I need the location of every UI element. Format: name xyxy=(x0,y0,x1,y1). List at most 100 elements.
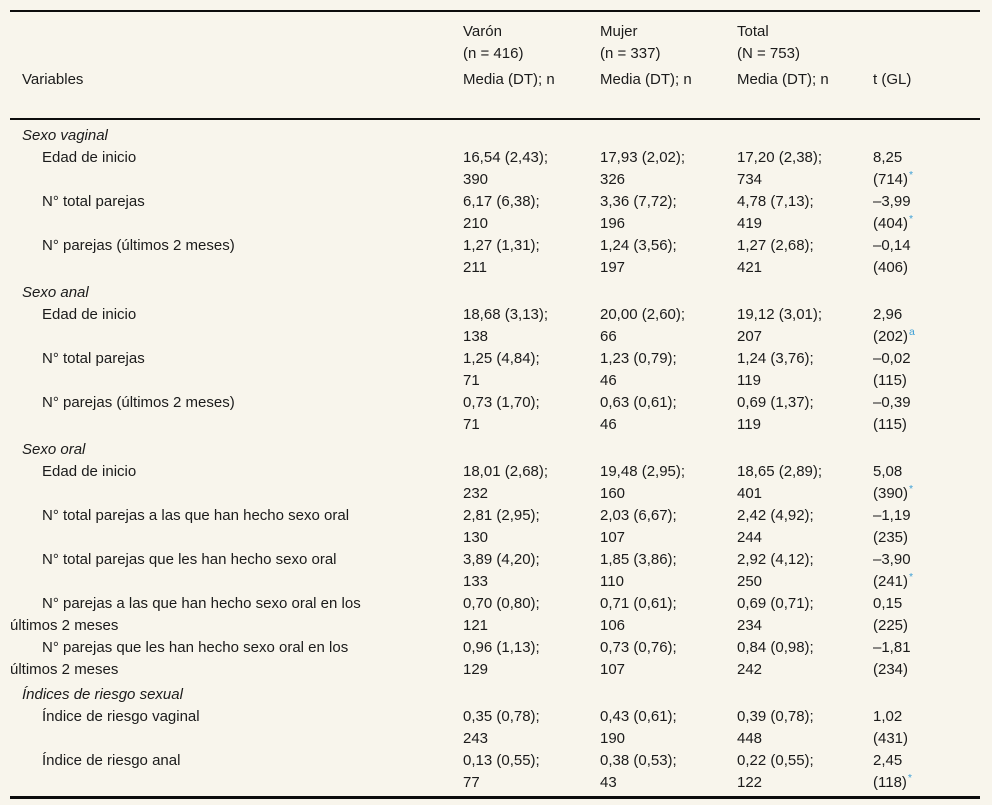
cell-mujer: 1,23 (0,79); 46 xyxy=(600,350,677,389)
table-body: Sexo vaginal Edad de inicio 16,54 (2,43); … xyxy=(10,120,980,796)
statistics-table: Variables Varón (n = 416) Media (DT); n … xyxy=(10,0,980,799)
table-row: N° total parejas 1,25 (4,84); 71 1,23 (0,7… xyxy=(10,348,980,392)
cell-total: 0,69 (0,71); 234 xyxy=(737,595,814,634)
group-name: Mujer xyxy=(600,22,638,40)
cell-mujer: 2,03 (6,67); 107 xyxy=(600,507,677,546)
variable-label: N° total parejas que les han hecho sexo … xyxy=(42,551,337,568)
cell-total: 0,39 (0,78); 448 xyxy=(737,708,814,747)
variable-label: Edad de inicio xyxy=(42,463,137,480)
cell-t-gl: –3,90 (241)* xyxy=(873,549,980,593)
cell-mujer: 0,43 (0,61); 190 xyxy=(600,708,677,747)
group-name: Varón xyxy=(463,22,502,40)
table-top-rule xyxy=(10,10,980,12)
variable-label: N° parejas que les han hecho sexo oral e… xyxy=(10,639,349,678)
cell-t-gl: –0,39 (115) xyxy=(873,392,980,436)
cell-varon: 0,73 (1,70); 71 xyxy=(463,394,540,433)
cell-varon: 6,17 (6,38); 210 xyxy=(463,193,540,232)
group-n: (N = 753) xyxy=(737,44,800,62)
cell-mujer: 0,71 (0,61); 106 xyxy=(600,595,677,634)
t-df: (225) xyxy=(873,617,909,634)
header-variables: Variables xyxy=(22,70,84,88)
group-n: (n = 337) xyxy=(600,44,661,62)
footnote-mark[interactable]: * xyxy=(909,213,914,225)
cell-total: 0,22 (0,55); 122 xyxy=(737,752,814,791)
t-df: (118) xyxy=(873,774,907,791)
table-row: Edad de inicio 16,54 (2,43); 390 17,93 (2,… xyxy=(10,147,980,191)
header-group-total: Total (N = 753) Media (DT); n xyxy=(737,21,873,118)
table-row: N° parejas a las que han hecho sexo oral… xyxy=(10,593,980,637)
table-row: Índice de riesgo anal 0,13 (0,55); 77 0,38… xyxy=(10,750,980,794)
table-row: N° parejas que les han hecho sexo oral e… xyxy=(10,637,980,681)
cell-mujer: 0,38 (0,53); 43 xyxy=(600,752,677,791)
cell-varon: 0,70 (0,80); 121 xyxy=(463,595,540,634)
t-value: –3,90 xyxy=(873,551,911,568)
table-row: N° total parejas que les han hecho sexo … xyxy=(10,549,980,593)
t-value: –3,99 xyxy=(873,193,911,210)
t-df: (404) xyxy=(873,215,909,232)
cell-varon: 0,35 (0,78); 243 xyxy=(463,708,540,747)
table-row: Índice de riesgo vaginal 0,35 (0,78); 243… xyxy=(10,706,980,750)
cell-total: 0,84 (0,98); 242 xyxy=(737,639,814,678)
t-df: (390) xyxy=(873,485,909,502)
t-value: 2,45 xyxy=(873,752,903,769)
cell-varon: 18,01 (2,68); 232 xyxy=(463,463,549,502)
cell-total: 0,69 (1,37); 119 xyxy=(737,394,814,433)
header-group-mujer: Mujer (n = 337) Media (DT); n xyxy=(600,21,737,118)
cell-total: 2,92 (4,12); 250 xyxy=(737,551,814,590)
cell-varon: 0,13 (0,55); 77 xyxy=(463,752,540,791)
t-df: (431) xyxy=(873,730,909,747)
group-name: Total xyxy=(737,22,769,40)
table-section-row: Sexo oral xyxy=(10,436,980,461)
cell-mujer: 0,73 (0,76); 107 xyxy=(600,639,677,678)
variable-label: N° total parejas xyxy=(42,193,145,210)
cell-varon: 0,96 (1,13); 129 xyxy=(463,639,540,678)
table-section-row: Sexo vaginal xyxy=(10,122,980,147)
cell-varon: 1,27 (1,31); 211 xyxy=(463,237,540,276)
variable-label: Edad de inicio xyxy=(42,306,137,323)
t-value: 5,08 xyxy=(873,463,903,480)
table-row: Edad de inicio 18,01 (2,68); 232 19,48 (2,… xyxy=(10,461,980,505)
footnote-mark[interactable]: * xyxy=(909,483,914,495)
cell-total: 4,78 (7,13); 419 xyxy=(737,193,814,232)
t-value: –1,81 xyxy=(873,639,911,656)
footnote-mark[interactable]: a xyxy=(909,326,915,338)
cell-t-gl: –0,02 (115) xyxy=(873,348,980,392)
t-df: (714) xyxy=(873,171,909,188)
t-value: –0,39 xyxy=(873,394,911,411)
cell-varon: 1,25 (4,84); 71 xyxy=(463,350,540,389)
cell-total: 1,24 (3,76); 119 xyxy=(737,350,814,389)
cell-varon: 16,54 (2,43); 390 xyxy=(463,149,549,188)
table-section-row: Índices de riesgo sexual xyxy=(10,681,980,706)
t-value: –1,19 xyxy=(873,507,911,524)
t-df: (241) xyxy=(873,573,909,590)
cell-t-gl: –1,81 (234) xyxy=(873,637,980,681)
variable-label: Índice de riesgo anal xyxy=(42,752,181,769)
cell-mujer: 1,85 (3,86); 110 xyxy=(600,551,677,590)
cell-mujer: 3,36 (7,72); 196 xyxy=(600,193,677,232)
cell-mujer: 1,24 (3,56); 197 xyxy=(600,237,677,276)
table-row: N° total parejas a las que han hecho sex… xyxy=(10,505,980,549)
section-label: Índices de riesgo sexual xyxy=(22,686,183,703)
section-label: Sexo anal xyxy=(22,284,89,301)
cell-varon: 2,81 (2,95); 130 xyxy=(463,507,540,546)
footnote-mark[interactable]: * xyxy=(907,772,912,784)
section-label: Sexo oral xyxy=(22,441,86,458)
t-df: (115) xyxy=(873,416,907,433)
cell-total: 18,65 (2,89); 401 xyxy=(737,463,823,502)
header-group-varon: Varón (n = 416) Media (DT); n xyxy=(463,21,600,118)
header-bottom-rule xyxy=(10,117,980,120)
table-bottom-rule xyxy=(10,796,980,799)
cell-mujer: 20,00 (2,60); 66 xyxy=(600,306,686,345)
footnote-mark[interactable]: * xyxy=(909,169,914,181)
cell-total: 1,27 (2,68); 421 xyxy=(737,237,814,276)
t-value: 8,25 xyxy=(873,149,903,166)
variable-label: Índice de riesgo vaginal xyxy=(42,708,200,725)
t-value: –0,14 xyxy=(873,237,911,254)
group-n: (n = 416) xyxy=(463,44,524,62)
cell-total: 19,12 (3,01); 207 xyxy=(737,306,823,345)
table-row: N° parejas (últimos 2 meses) 0,73 (1,70);… xyxy=(10,392,980,436)
variable-label: N° total parejas a las que han hecho sex… xyxy=(42,507,350,524)
footnote-mark[interactable]: * xyxy=(909,571,914,583)
variable-label: Edad de inicio xyxy=(42,149,137,166)
